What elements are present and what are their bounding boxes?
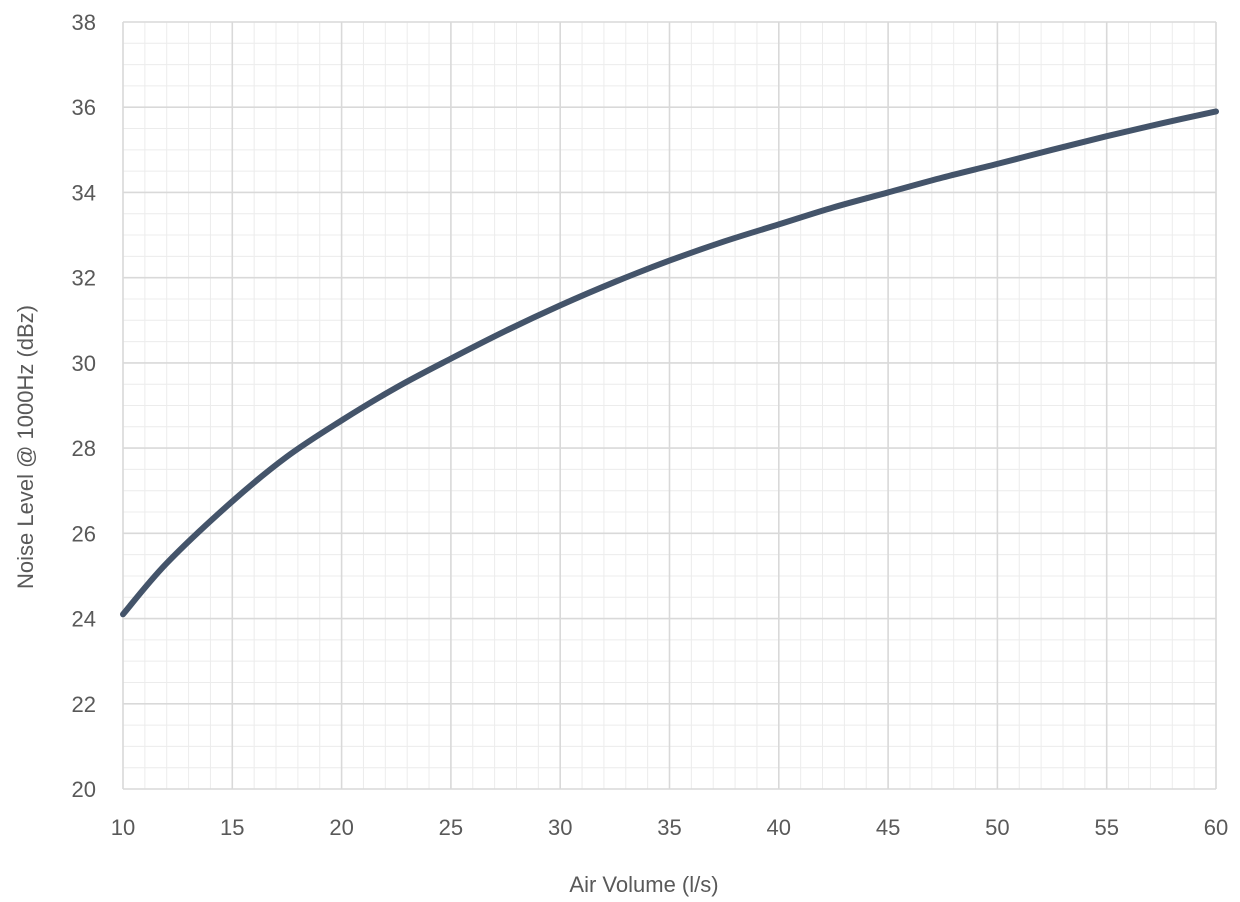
y-tick-label: 30 — [72, 351, 96, 376]
y-axis-title: Noise Level @ 1000Hz (dBz) — [13, 305, 38, 589]
x-tick-label: 60 — [1204, 815, 1228, 840]
x-tick-label: 50 — [985, 815, 1009, 840]
y-tick-label: 36 — [72, 95, 96, 120]
x-tick-label: 30 — [548, 815, 572, 840]
y-tick-label: 26 — [72, 521, 96, 546]
x-tick-label: 35 — [657, 815, 681, 840]
y-tick-label: 22 — [72, 692, 96, 717]
x-tick-label: 15 — [220, 815, 244, 840]
y-tick-label: 28 — [72, 436, 96, 461]
y-tick-label: 38 — [72, 10, 96, 35]
y-tick-label: 34 — [72, 180, 96, 205]
x-tick-label: 40 — [767, 815, 791, 840]
y-tick-label: 20 — [72, 777, 96, 802]
x-tick-label: 45 — [876, 815, 900, 840]
x-axis-tick-labels: 10 15 20 25 30 35 40 45 50 55 60 — [111, 815, 1228, 840]
x-tick-label: 20 — [329, 815, 353, 840]
x-tick-label: 25 — [439, 815, 463, 840]
series-line-0 — [120, 108, 1219, 618]
x-tick-label: 10 — [111, 815, 135, 840]
x-axis-title: Air Volume (l/s) — [569, 872, 718, 897]
y-axis-tick-labels: 20 22 24 26 28 30 32 34 36 38 — [72, 10, 96, 802]
y-tick-label: 24 — [72, 607, 96, 632]
y-tick-label: 32 — [72, 266, 96, 291]
minor-gridlines — [123, 22, 1216, 789]
x-tick-label: 55 — [1094, 815, 1118, 840]
series-layer — [120, 108, 1219, 618]
major-gridlines — [122, 21, 1217, 790]
